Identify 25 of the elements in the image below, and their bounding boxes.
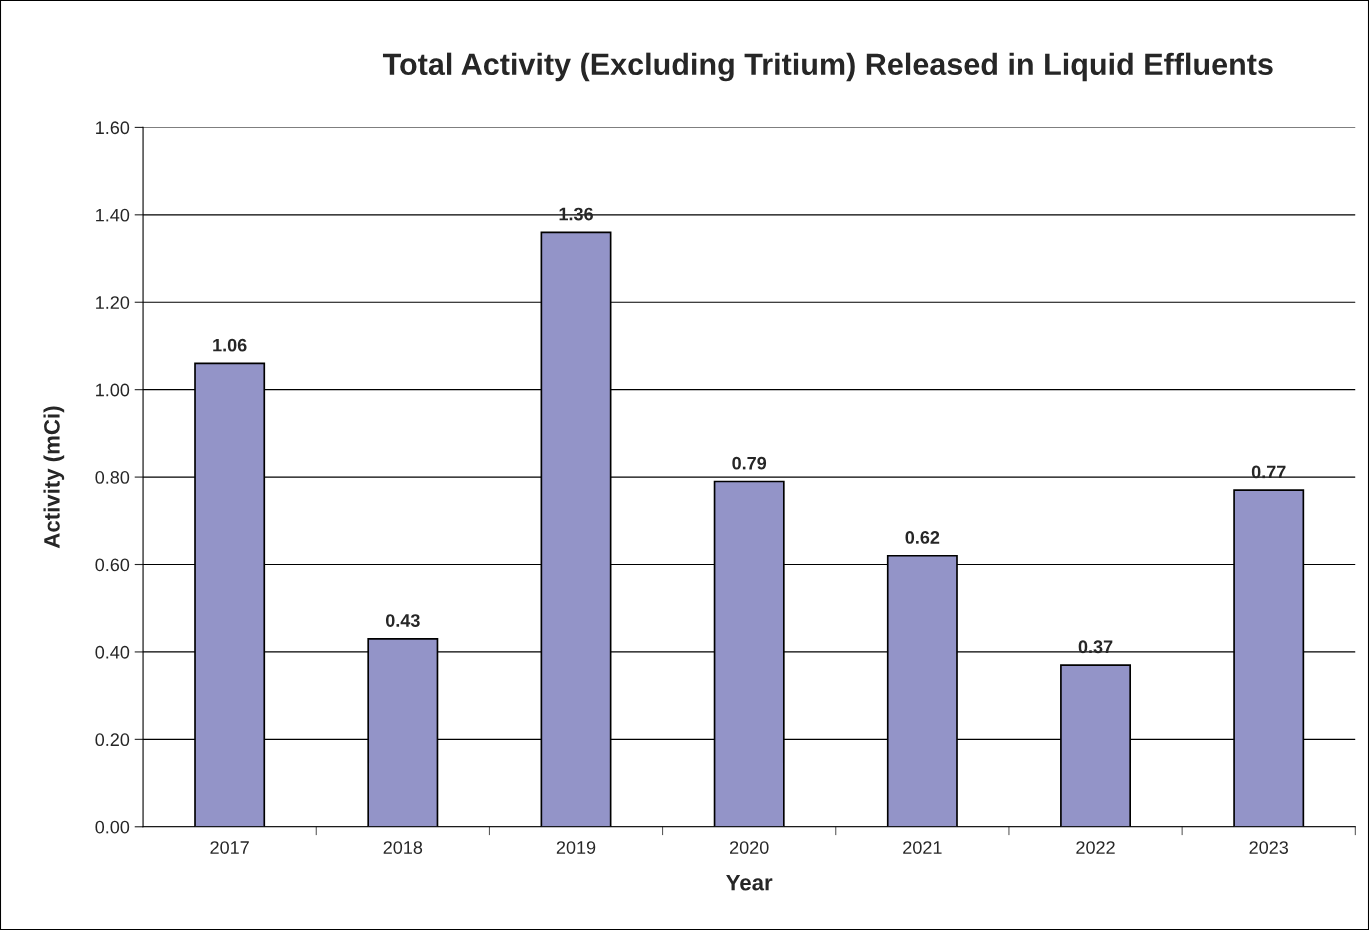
data-label: 0.77: [1251, 465, 1286, 479]
x-tick-label: 2020: [730, 841, 769, 854]
x-tick-label: 2019: [556, 841, 596, 854]
x-tick-label: 2017: [210, 841, 249, 854]
y-tick-label: 0.40: [95, 645, 130, 659]
y-tick-label: 0.00: [95, 820, 130, 834]
data-label: 0.37: [1078, 640, 1113, 654]
data-label: 0.43: [385, 614, 420, 627]
data-label: 1.06: [213, 338, 247, 352]
data-label: 0.62: [905, 531, 940, 544]
x-tick-label: 2018: [383, 841, 423, 854]
x-tick-label: 2023: [1249, 841, 1289, 854]
y-tick-label: 1.20: [96, 296, 130, 309]
y-tick-label: 0.20: [95, 733, 130, 747]
y-tick-label: 0.60: [95, 558, 130, 572]
y-tick-label: 0.80: [95, 471, 130, 484]
y-tick-label: 1.40: [96, 208, 130, 222]
y-tick-label: 1.00: [96, 383, 130, 397]
x-tick-label: 2022: [1076, 841, 1115, 854]
x-tick-label: 2021: [903, 841, 942, 854]
y-tick-label: 1.60: [96, 121, 130, 135]
y-axis-title: Activity (mCi): [43, 406, 65, 549]
data-label: 0.79: [732, 456, 767, 470]
x-axis-title: Year: [726, 874, 773, 891]
chart-title: Total Activity (Excluding Tritium) Released in Liquid Effluents: [382, 52, 1273, 82]
